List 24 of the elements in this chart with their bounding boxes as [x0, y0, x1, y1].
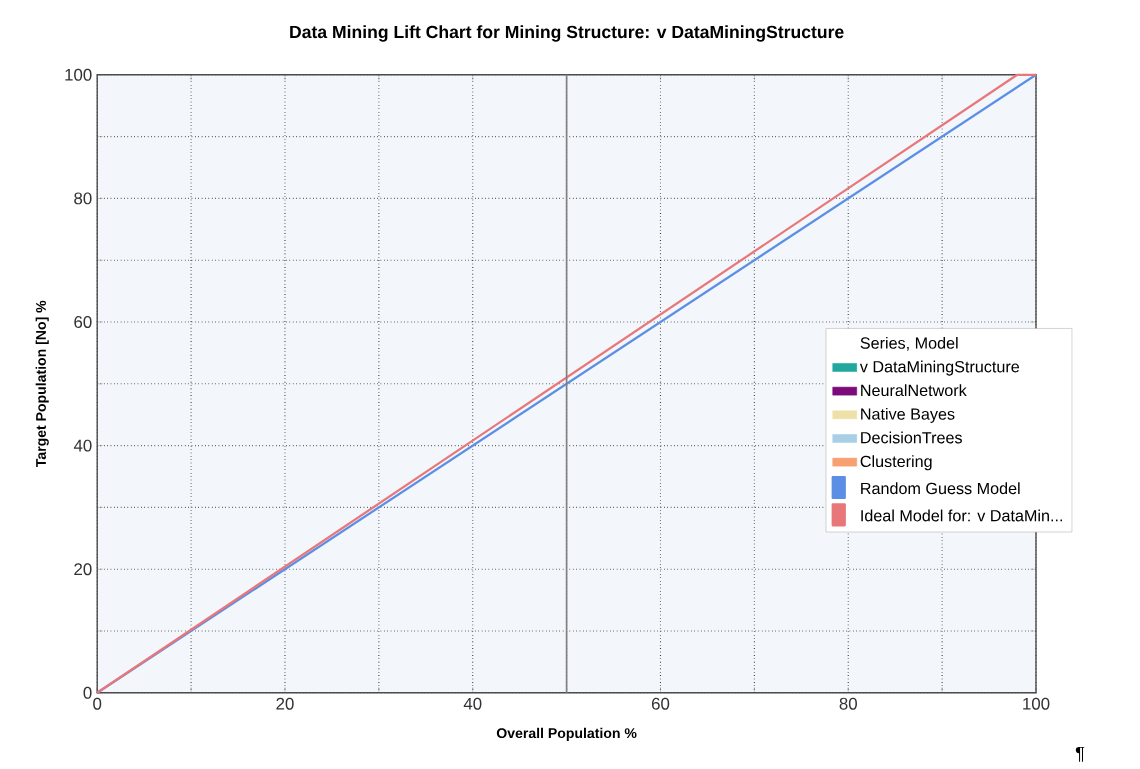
y-tick-label: 80 — [74, 192, 92, 205]
y-tick-label: 20 — [74, 563, 92, 576]
chart-title: Data Mining Lift Chart for Mining Structure: v DataMiningStructure — [290, 25, 844, 42]
legend-label: Native Bayes — [861, 407, 955, 424]
x-axis-title: Overall Population % — [496, 727, 637, 741]
x-tick-label: 100 — [1023, 697, 1050, 710]
x-tick-label: 0 — [93, 697, 102, 710]
x-tick-label: 60 — [651, 697, 670, 710]
legend-label: DecisionTrees — [861, 431, 962, 444]
legend-label: Random Guess Model — [861, 482, 1020, 495]
legend-title: Series, Model — [860, 337, 958, 351]
legend-label: Clustering — [860, 455, 932, 471]
y-axis-title: Target Population [No] % — [35, 300, 49, 468]
legend-label: NeuralNetwork — [861, 384, 967, 397]
x-tick-label: 20 — [276, 697, 294, 710]
y-tick-label: 100 — [65, 68, 92, 81]
text: ¶ — [1075, 747, 1085, 762]
legend-label: v DataMiningStructure — [859, 360, 1020, 376]
y-tick-label: 40 — [73, 439, 92, 452]
y-tick-label: 0 — [83, 686, 92, 699]
x-tick-label: 80 — [839, 697, 857, 710]
x-tick-label: 40 — [463, 697, 482, 710]
legend-label: Ideal Model for: v DataMin... — [861, 509, 1063, 522]
y-tick-label: 60 — [74, 316, 92, 329]
